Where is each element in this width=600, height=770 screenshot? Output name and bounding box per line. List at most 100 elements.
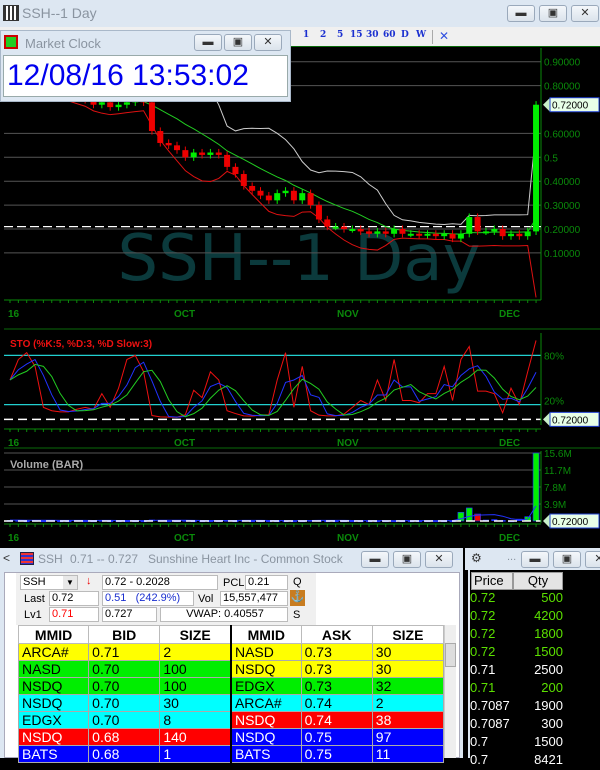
ts-price: 0.71 (470, 662, 496, 677)
ts-maximize-button[interactable]: ▣ (553, 551, 581, 568)
level2-minimize-button[interactable]: ▬ (361, 551, 389, 568)
lv1-bid-field: 0.71 (49, 607, 99, 622)
maximize-button[interactable]: ▣ (539, 5, 567, 22)
order-book-row[interactable]: NASD 0.70 100 NSDQ 0.73 30 (17, 660, 445, 678)
candle (341, 226, 347, 229)
ask-price-cell: 0.74 (300, 694, 373, 712)
ts-qty: 1500 (534, 644, 563, 659)
ask-size-cell: 11 (371, 745, 445, 763)
tag-text: 0.72000 (552, 517, 589, 528)
lv1-ask-field: 0.727 (102, 607, 157, 622)
ask-price-header[interactable]: ASK (300, 625, 373, 644)
ask-price-cell: 0.73 (300, 660, 373, 678)
bid-price-header[interactable]: BID (88, 625, 161, 644)
ts-row: 0.7087 300 (470, 716, 565, 734)
level2-maximize-button[interactable]: ▣ (393, 551, 421, 568)
scroll-left-button[interactable]: < (3, 551, 11, 565)
interval-2m[interactable]: 2 (320, 30, 327, 40)
bid-price-cell: 0.70 (88, 677, 161, 695)
chart-area[interactable]: SSH--1 Day 0.90000 0.80000 0.60000 0.5 0.4000… (4, 48, 600, 546)
window-title: SSH--1 Day (22, 5, 97, 21)
interval-weekly[interactable]: W (416, 30, 427, 40)
close-button[interactable]: ✕ (571, 5, 599, 22)
interval-1m[interactable]: 1 (303, 30, 310, 40)
volume-bar (182, 520, 189, 522)
candle (357, 229, 364, 232)
order-book-row[interactable]: NSDQ 0.70 100 EDGX 0.73 32 (17, 677, 445, 695)
candle (324, 219, 331, 227)
ask-size-cell: 38 (371, 711, 445, 729)
ts-qty-header[interactable]: Qty (513, 572, 563, 590)
candle (349, 229, 356, 231)
candle (491, 229, 498, 232)
order-book-row[interactable]: NSDQ 0.70 30 ARCA# 0.74 2 (17, 694, 445, 712)
toolbar-divider (432, 30, 433, 44)
symbol-input[interactable]: SSH ▼ (20, 575, 78, 590)
ts-icon: ⚙ (471, 551, 482, 565)
interval-daily[interactable]: D (401, 30, 409, 40)
volume-bar (249, 520, 256, 523)
volume-price-tag: 0.72000 (543, 513, 600, 529)
level2-close-button[interactable]: ✕ (425, 551, 453, 568)
ask-mmid-cell: BATS (230, 745, 302, 763)
interval-30m[interactable]: 30 (366, 30, 379, 40)
scrollbar-thumb[interactable] (445, 643, 456, 667)
clock-maximize-button[interactable]: ▣ (224, 34, 252, 51)
bid-mmid-header[interactable]: MMID (17, 625, 90, 644)
q-label[interactable]: Q (293, 576, 302, 588)
sto-level-label: 20% (544, 397, 564, 408)
order-book-row[interactable]: NSDQ 0.68 140 NSDQ 0.75 97 (17, 728, 445, 746)
bid-price-cell: 0.70 (88, 711, 161, 729)
clock-title: Market Clock (25, 36, 101, 51)
interval-60m[interactable]: 60 (383, 30, 396, 40)
interval-5m[interactable]: 5 (337, 30, 344, 40)
price-date-label: NOV (337, 309, 359, 320)
bid-size-header[interactable]: SIZE (159, 625, 232, 644)
main-window-titlebar: SSH--1 Day ▬ ▣ ✕ (0, 0, 600, 27)
bid-price-cell: 0.70 (88, 694, 161, 712)
candle (249, 185, 256, 191)
volume-bar (465, 507, 473, 522)
minimize-button[interactable]: ▬ (507, 5, 535, 22)
interval-15m[interactable]: 15 (350, 30, 363, 40)
down-arrow-icon: ↓ (86, 575, 92, 587)
ask-size-header[interactable]: SIZE (371, 625, 445, 644)
bid-mmid-cell: NSDQ (17, 694, 90, 712)
clock-minimize-button[interactable]: ▬ (194, 34, 222, 51)
time-and-sales-window: ⚙ ... ▬ ▣ ✕ Price Qty 0.72 500 0.72 4200 0.7… (465, 548, 600, 767)
order-book-row[interactable]: BATS 0.68 1 BATS 0.75 11 (17, 745, 445, 763)
bid-size-cell: 30 (159, 694, 232, 712)
symbol-dropdown-icon[interactable]: ▼ (63, 576, 77, 589)
candle (374, 231, 381, 234)
order-book-row[interactable]: ARCA# 0.71 2 NASD 0.73 30 (17, 643, 445, 661)
ask-mmid-header[interactable]: MMID (230, 625, 302, 644)
volume-bar (82, 520, 89, 523)
candle (449, 233, 456, 239)
tag-box (549, 513, 600, 529)
bid-size-cell: 140 (159, 728, 232, 746)
candle (307, 193, 314, 206)
bid-size-cell: 1 (159, 745, 232, 763)
sto-date-label: NOV (337, 438, 359, 449)
ts-row: 0.72 4200 (470, 608, 565, 626)
order-book-row[interactable]: EDGX 0.70 8 NSDQ 0.74 38 (17, 711, 445, 729)
ts-close-button[interactable]: ✕ (585, 551, 600, 568)
candle (115, 104, 122, 108)
volume-bar (140, 520, 147, 523)
ts-price-header[interactable]: Price (471, 572, 513, 590)
clock-icon (4, 35, 18, 49)
tag-text: 0.72000 (552, 101, 589, 112)
close-chart-icon[interactable]: ✕ (439, 29, 450, 43)
ts-row: 0.71 200 (470, 680, 565, 698)
price-chart-svg[interactable]: SSH--1 Day 0.90000 0.80000 0.60000 0.5 0.4000… (4, 48, 600, 546)
level2-title-symbol: SSH (38, 552, 63, 566)
clock-close-button[interactable]: ✕ (254, 34, 282, 51)
anchor-icon[interactable]: ⚓ (290, 590, 305, 606)
bid-price-cell: 0.70 (88, 660, 161, 678)
order-book-scrollbar[interactable] (444, 625, 456, 758)
candle (466, 217, 473, 234)
s-label[interactable]: S (293, 609, 301, 621)
symbol-value: SSH (23, 576, 46, 588)
ts-minimize-button[interactable]: ▬ (521, 551, 549, 568)
volume-bar (374, 520, 381, 523)
